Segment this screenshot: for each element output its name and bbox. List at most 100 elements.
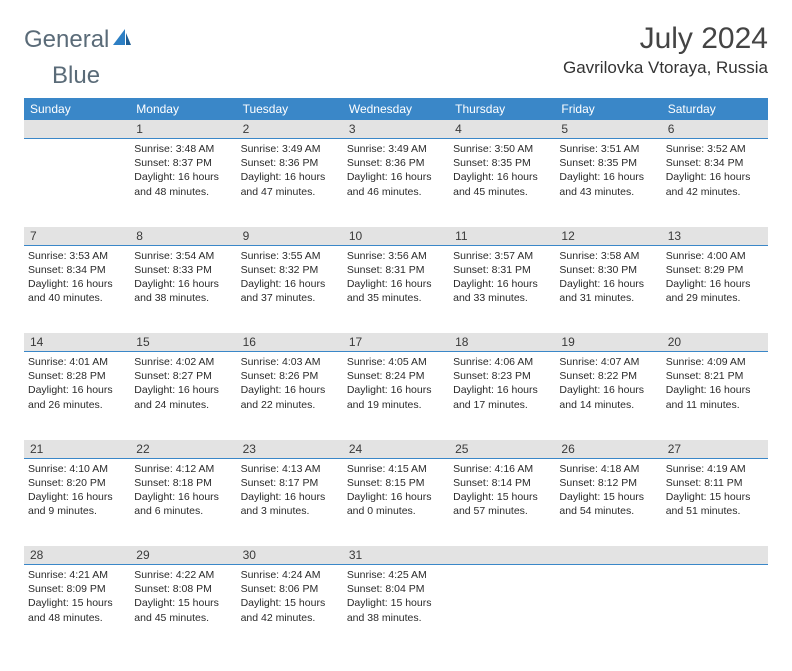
day-details: Sunrise: 3:55 AMSunset: 8:32 PMDaylight:… [241,249,339,306]
day-details: Sunrise: 4:24 AMSunset: 8:06 PMDaylight:… [241,568,339,625]
day-cell: Sunrise: 4:05 AMSunset: 8:24 PMDaylight:… [343,352,449,440]
day-number: 19 [555,333,661,352]
day-number: 1 [130,120,236,139]
day-details: Sunrise: 4:12 AMSunset: 8:18 PMDaylight:… [134,462,232,519]
daylight-line1: Daylight: 16 hours [134,383,232,397]
sunrise-text: Sunrise: 4:10 AM [28,462,126,476]
day-cell: Sunrise: 4:07 AMSunset: 8:22 PMDaylight:… [555,352,661,440]
day-cell: Sunrise: 4:10 AMSunset: 8:20 PMDaylight:… [24,458,130,546]
day-number: 26 [555,440,661,459]
sunrise-text: Sunrise: 3:54 AM [134,249,232,263]
day-cell: Sunrise: 3:54 AMSunset: 8:33 PMDaylight:… [130,245,236,333]
daylight-line1: Daylight: 16 hours [28,277,126,291]
sunset-text: Sunset: 8:31 PM [347,263,445,277]
sunset-text: Sunset: 8:31 PM [453,263,551,277]
weekday-header: Friday [555,98,661,120]
daylight-line2: and 35 minutes. [347,291,445,305]
daylight-line1: Daylight: 15 hours [559,490,657,504]
day-cell: Sunrise: 4:03 AMSunset: 8:26 PMDaylight:… [237,352,343,440]
day-number: 7 [24,227,130,246]
sunrise-text: Sunrise: 4:06 AM [453,355,551,369]
day-details: Sunrise: 4:01 AMSunset: 8:28 PMDaylight:… [28,355,126,412]
sunrise-text: Sunrise: 4:25 AM [347,568,445,582]
daylight-line2: and 11 minutes. [666,398,764,412]
day-details: Sunrise: 4:03 AMSunset: 8:26 PMDaylight:… [241,355,339,412]
weekday-header-row: Sunday Monday Tuesday Wednesday Thursday… [24,98,768,120]
day-cell [555,565,661,653]
week-row: Sunrise: 4:01 AMSunset: 8:28 PMDaylight:… [24,352,768,440]
day-number: 13 [662,227,768,246]
sunset-text: Sunset: 8:35 PM [453,156,551,170]
sunrise-text: Sunrise: 4:24 AM [241,568,339,582]
sunset-text: Sunset: 8:36 PM [241,156,339,170]
day-number [449,546,555,565]
daylight-line2: and 37 minutes. [241,291,339,305]
location-label: Gavrilovka Vtoraya, Russia [563,58,768,78]
day-cell: Sunrise: 4:09 AMSunset: 8:21 PMDaylight:… [662,352,768,440]
daylight-line2: and 45 minutes. [453,185,551,199]
sunrise-text: Sunrise: 3:58 AM [559,249,657,263]
sunrise-text: Sunrise: 3:53 AM [28,249,126,263]
day-number: 18 [449,333,555,352]
sunset-text: Sunset: 8:18 PM [134,476,232,490]
daylight-line1: Daylight: 16 hours [134,170,232,184]
daylight-line2: and 51 minutes. [666,504,764,518]
day-details: Sunrise: 4:19 AMSunset: 8:11 PMDaylight:… [666,462,764,519]
day-cell [449,565,555,653]
day-number: 28 [24,546,130,565]
sunset-text: Sunset: 8:04 PM [347,582,445,596]
day-details: Sunrise: 3:54 AMSunset: 8:33 PMDaylight:… [134,249,232,306]
sunrise-text: Sunrise: 3:55 AM [241,249,339,263]
week-row: Sunrise: 3:48 AMSunset: 8:37 PMDaylight:… [24,139,768,227]
day-number [555,546,661,565]
daylight-line1: Daylight: 16 hours [241,170,339,184]
daylight-line1: Daylight: 16 hours [666,383,764,397]
sunset-text: Sunset: 8:32 PM [241,263,339,277]
daylight-line2: and 54 minutes. [559,504,657,518]
daylight-line2: and 26 minutes. [28,398,126,412]
day-number-row: 123456 [24,120,768,139]
daylight-line2: and 42 minutes. [666,185,764,199]
sunset-text: Sunset: 8:34 PM [28,263,126,277]
day-number [662,546,768,565]
daylight-line1: Daylight: 16 hours [347,277,445,291]
day-number: 12 [555,227,661,246]
sunset-text: Sunset: 8:37 PM [134,156,232,170]
daylight-line2: and 42 minutes. [241,611,339,625]
daylight-line1: Daylight: 15 hours [347,596,445,610]
day-details: Sunrise: 4:05 AMSunset: 8:24 PMDaylight:… [347,355,445,412]
daylight-line2: and 29 minutes. [666,291,764,305]
day-cell: Sunrise: 3:48 AMSunset: 8:37 PMDaylight:… [130,139,236,227]
sunrise-text: Sunrise: 4:07 AM [559,355,657,369]
day-number [24,120,130,139]
day-details: Sunrise: 3:58 AMSunset: 8:30 PMDaylight:… [559,249,657,306]
day-cell: Sunrise: 4:21 AMSunset: 8:09 PMDaylight:… [24,565,130,653]
day-cell: Sunrise: 3:58 AMSunset: 8:30 PMDaylight:… [555,245,661,333]
day-number: 20 [662,333,768,352]
daylight-line1: Daylight: 16 hours [28,490,126,504]
sunset-text: Sunset: 8:11 PM [666,476,764,490]
week-row: Sunrise: 4:10 AMSunset: 8:20 PMDaylight:… [24,458,768,546]
calendar-page: General July 2024 Gavrilovka Vtoraya, Ru… [0,0,792,671]
sunset-text: Sunset: 8:20 PM [28,476,126,490]
sunset-text: Sunset: 8:09 PM [28,582,126,596]
sunrise-text: Sunrise: 4:22 AM [134,568,232,582]
sunrise-text: Sunrise: 4:05 AM [347,355,445,369]
daylight-line2: and 43 minutes. [559,185,657,199]
day-details: Sunrise: 3:52 AMSunset: 8:34 PMDaylight:… [666,142,764,199]
daylight-line1: Daylight: 16 hours [28,383,126,397]
day-number-row: 28293031 [24,546,768,565]
daylight-line1: Daylight: 16 hours [347,170,445,184]
sunrise-text: Sunrise: 4:21 AM [28,568,126,582]
daylight-line2: and 57 minutes. [453,504,551,518]
day-details: Sunrise: 3:49 AMSunset: 8:36 PMDaylight:… [241,142,339,199]
weekday-header: Thursday [449,98,555,120]
day-number: 16 [237,333,343,352]
daylight-line2: and 6 minutes. [134,504,232,518]
daylight-line2: and 38 minutes. [134,291,232,305]
day-details: Sunrise: 4:10 AMSunset: 8:20 PMDaylight:… [28,462,126,519]
day-cell: Sunrise: 4:13 AMSunset: 8:17 PMDaylight:… [237,458,343,546]
daylight-line1: Daylight: 15 hours [241,596,339,610]
day-cell: Sunrise: 3:49 AMSunset: 8:36 PMDaylight:… [343,139,449,227]
day-cell [662,565,768,653]
